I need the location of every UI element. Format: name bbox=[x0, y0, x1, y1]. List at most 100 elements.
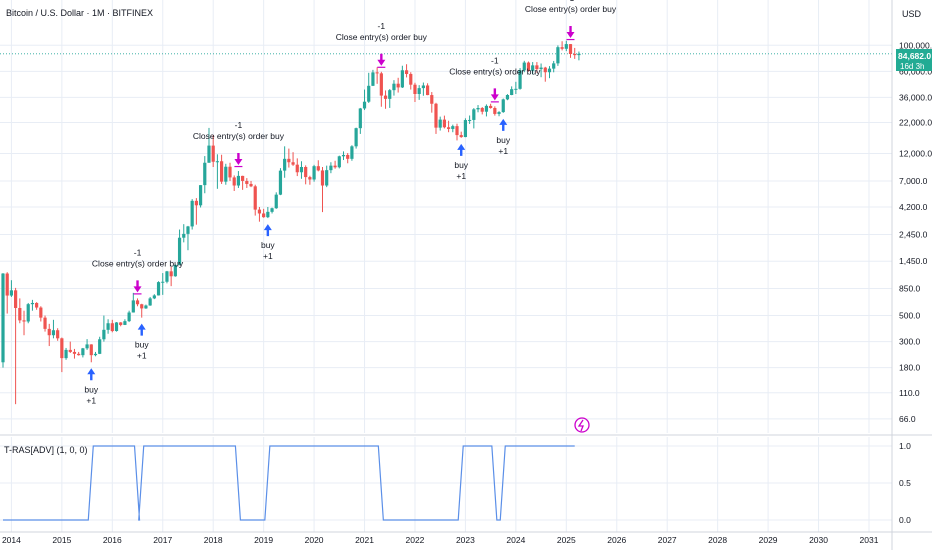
candle-body bbox=[409, 73, 413, 85]
candle bbox=[9, 280, 14, 297]
sell-signal: Close entry(s) order buy-1 bbox=[525, 0, 617, 41]
y-tick-label: 1,450.0 bbox=[899, 256, 928, 266]
candle-body bbox=[299, 167, 304, 173]
currency-label[interactable]: USD bbox=[902, 9, 922, 19]
candle-body bbox=[98, 339, 102, 354]
candle bbox=[1, 273, 5, 368]
sell-signal: Close entry(s) order buy-1 bbox=[336, 21, 428, 68]
candle bbox=[236, 171, 241, 188]
buy-signal: buy+1 bbox=[496, 118, 511, 156]
candle-body bbox=[413, 84, 417, 94]
candle-body bbox=[194, 200, 198, 206]
x-tick-label: 2015 bbox=[52, 535, 71, 545]
buy-signal: buy+1 bbox=[135, 323, 149, 361]
candle bbox=[362, 89, 367, 111]
candle-body bbox=[274, 194, 278, 209]
candle-body bbox=[14, 290, 18, 308]
candle bbox=[123, 319, 127, 326]
candle bbox=[547, 66, 552, 79]
signal-label: Close entry(s) order buy bbox=[525, 4, 617, 14]
candle bbox=[211, 135, 215, 168]
indicator-y-tick-label: 1.0 bbox=[899, 441, 911, 451]
candle bbox=[333, 160, 337, 169]
candle-body bbox=[476, 108, 480, 110]
indicator-label[interactable]: T-RAS[ADV] (1, 0, 0) bbox=[4, 445, 88, 455]
y-tick-label: 2,450.0 bbox=[899, 229, 928, 239]
candle bbox=[312, 164, 316, 182]
candle bbox=[539, 63, 543, 78]
candle-body bbox=[451, 126, 455, 129]
candle-body bbox=[425, 85, 430, 96]
x-tick-label: 2028 bbox=[708, 535, 727, 545]
candle bbox=[81, 347, 85, 358]
candle-body bbox=[489, 105, 493, 109]
candle-body bbox=[421, 85, 425, 89]
signal-label: Close entry(s) order buy bbox=[193, 131, 285, 141]
candle bbox=[114, 322, 119, 332]
candle-body bbox=[337, 156, 341, 168]
candle bbox=[198, 185, 203, 208]
candle-body bbox=[371, 72, 375, 86]
x-tick-label: 2020 bbox=[305, 535, 324, 545]
candle-body bbox=[350, 146, 354, 159]
candle bbox=[119, 322, 123, 327]
candle bbox=[224, 163, 228, 185]
candle-body bbox=[207, 145, 211, 163]
candle-body bbox=[190, 200, 194, 227]
candle-body bbox=[245, 180, 249, 184]
candle-body bbox=[60, 338, 64, 359]
candle bbox=[388, 89, 392, 108]
candle-body bbox=[526, 62, 531, 71]
candle-body bbox=[535, 65, 539, 70]
buy-arrow-icon bbox=[137, 323, 146, 336]
candle-body bbox=[203, 162, 207, 186]
sell-arrow-icon bbox=[234, 153, 243, 166]
candle bbox=[165, 270, 169, 284]
candle-body bbox=[480, 108, 484, 112]
candle bbox=[564, 40, 568, 52]
candle-body bbox=[144, 305, 148, 309]
candle-body bbox=[39, 307, 43, 318]
x-tick-label: 2018 bbox=[204, 535, 223, 545]
candle bbox=[430, 92, 434, 113]
y-tick-label: 300.0 bbox=[899, 337, 921, 347]
replay-icon[interactable] bbox=[574, 417, 590, 433]
candle bbox=[358, 107, 362, 134]
candle-body bbox=[484, 105, 489, 112]
candle bbox=[447, 120, 451, 133]
buy-arrow-icon bbox=[87, 368, 96, 381]
candle-body bbox=[64, 349, 68, 359]
candle bbox=[316, 160, 320, 172]
candle-body bbox=[358, 108, 362, 129]
candle-body bbox=[341, 154, 346, 157]
candle-body bbox=[119, 322, 123, 325]
candle bbox=[526, 61, 531, 72]
candle bbox=[5, 272, 9, 314]
candle bbox=[249, 180, 253, 188]
candle-body bbox=[438, 119, 442, 128]
candle-body bbox=[455, 126, 459, 136]
candle-body bbox=[211, 145, 215, 162]
x-tick-label: 2024 bbox=[506, 535, 525, 545]
symbol-title[interactable]: Bitcoin / U.S. Dollar · 1M · BITFINEX bbox=[6, 8, 153, 18]
candle-body bbox=[165, 271, 169, 282]
candle-body bbox=[577, 53, 581, 56]
candle-body bbox=[5, 273, 9, 296]
candle bbox=[484, 104, 489, 117]
candle-body bbox=[333, 165, 337, 168]
candle-body bbox=[110, 323, 114, 332]
candle bbox=[434, 102, 438, 134]
sell-arrow-icon bbox=[566, 26, 575, 39]
candle-body bbox=[375, 72, 379, 74]
candle-body bbox=[552, 63, 556, 69]
candle-body bbox=[114, 322, 119, 332]
candle bbox=[47, 323, 51, 347]
candle bbox=[472, 108, 476, 129]
x-tick-label: 2022 bbox=[406, 535, 425, 545]
x-tick-label: 2030 bbox=[809, 535, 828, 545]
signal-label: buy bbox=[496, 135, 510, 145]
candle-body bbox=[18, 307, 22, 321]
candle bbox=[463, 118, 468, 138]
candle bbox=[329, 162, 333, 174]
